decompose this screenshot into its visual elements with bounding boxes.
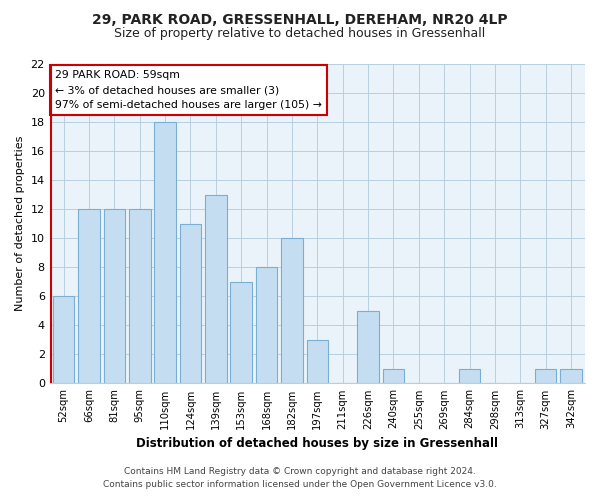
Bar <box>307 340 328 384</box>
Text: Contains HM Land Registry data © Crown copyright and database right 2024.
Contai: Contains HM Land Registry data © Crown c… <box>103 468 497 489</box>
Text: 29 PARK ROAD: 59sqm
← 3% of detached houses are smaller (3)
97% of semi-detached: 29 PARK ROAD: 59sqm ← 3% of detached hou… <box>55 70 322 110</box>
Bar <box>383 369 404 384</box>
Y-axis label: Number of detached properties: Number of detached properties <box>15 136 25 312</box>
Bar <box>78 209 100 384</box>
Bar <box>104 209 125 384</box>
Bar <box>357 311 379 384</box>
Text: Size of property relative to detached houses in Gressenhall: Size of property relative to detached ho… <box>115 28 485 40</box>
Bar <box>560 369 582 384</box>
Bar <box>281 238 303 384</box>
Bar <box>230 282 252 384</box>
Bar <box>154 122 176 384</box>
Text: 29, PARK ROAD, GRESSENHALL, DEREHAM, NR20 4LP: 29, PARK ROAD, GRESSENHALL, DEREHAM, NR2… <box>92 12 508 26</box>
Bar <box>205 194 227 384</box>
Bar <box>53 296 74 384</box>
Bar <box>256 268 277 384</box>
Bar <box>535 369 556 384</box>
X-axis label: Distribution of detached houses by size in Gressenhall: Distribution of detached houses by size … <box>136 437 499 450</box>
Bar <box>459 369 481 384</box>
Bar <box>179 224 201 384</box>
Bar <box>129 209 151 384</box>
